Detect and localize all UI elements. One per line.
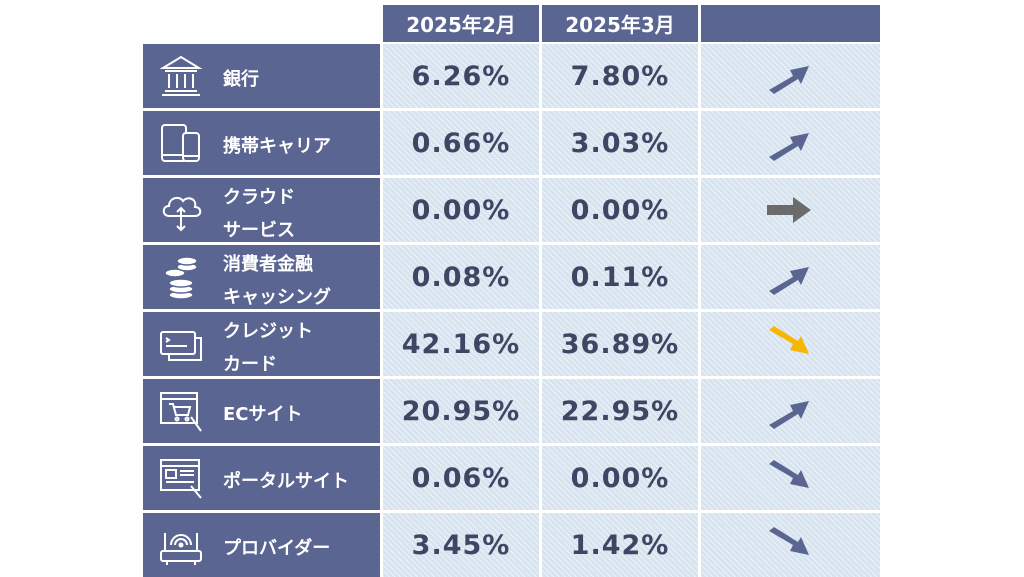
value-feb: 3.45%: [383, 513, 539, 577]
row-label-cell: 消費者金融 キャッシング: [143, 245, 380, 309]
table-row-cloud-service: クラウド サービス 0.00% 0.00%: [143, 178, 880, 242]
arrow-up-right-icon: [769, 267, 809, 295]
value-feb: 42.16%: [383, 312, 539, 376]
cloud-icon: [157, 186, 205, 234]
row-label-cell: クラウド サービス: [143, 178, 380, 242]
trend-cell: [701, 245, 880, 309]
trend-cell: [701, 44, 880, 108]
table-row-bank: 銀行 6.26% 7.80%: [143, 44, 880, 108]
header-mar-2025: 2025年3月: [542, 5, 698, 42]
value-mar: 22.95%: [542, 379, 698, 443]
value-feb: 0.08%: [383, 245, 539, 309]
value-mar: 1.42%: [542, 513, 698, 577]
row-label-line1: クラウド: [223, 187, 295, 208]
arrow-down-right-icon: [769, 527, 809, 555]
trend-cell: [701, 312, 880, 376]
row-label: プロバイダー: [223, 538, 331, 559]
portal-site-icon: [157, 454, 205, 502]
row-label-cell: 携帯キャリア: [143, 111, 380, 175]
trend-cell: [701, 446, 880, 510]
trend-cell: [701, 513, 880, 577]
header-feb-2025: 2025年2月: [383, 5, 539, 42]
arrow-down-right-icon: [769, 460, 809, 488]
row-label-line1: クレジット: [223, 321, 313, 342]
coins-icon: [157, 253, 205, 301]
bank-icon: [157, 52, 205, 100]
arrow-down-right-icon: [769, 326, 809, 354]
trend-cell: [701, 379, 880, 443]
value-mar: 0.11%: [542, 245, 698, 309]
arrow-up-right-icon: [769, 66, 809, 94]
router-icon: [157, 521, 205, 569]
row-label-cell: ECサイト: [143, 379, 380, 443]
value-mar: 0.00%: [542, 178, 698, 242]
row-label: 銀行: [223, 69, 259, 90]
row-label: ECサイト: [223, 404, 303, 425]
value-feb: 0.66%: [383, 111, 539, 175]
value-mar: 3.03%: [542, 111, 698, 175]
table-row-provider: プロバイダー 3.45% 1.42%: [143, 513, 880, 577]
table-row-credit-card: クレジット カード 42.16% 36.89%: [143, 312, 880, 376]
table-row-mobile-carrier: 携帯キャリア 0.66% 3.03%: [143, 111, 880, 175]
table-row-consumer-finance: 消費者金融 キャッシング 0.08% 0.11%: [143, 245, 880, 309]
arrow-up-right-icon: [769, 133, 809, 161]
row-label-cell: 銀行: [143, 44, 380, 108]
mobile-devices-icon: [157, 119, 205, 167]
credit-card-icon: [157, 320, 205, 368]
value-feb: 20.95%: [383, 379, 539, 443]
row-label: ポータルサイト: [223, 471, 349, 492]
row-label-line2: カード: [223, 354, 277, 375]
row-label-cell: クレジット カード: [143, 312, 380, 376]
value-mar: 36.89%: [542, 312, 698, 376]
value-feb: 0.06%: [383, 446, 539, 510]
arrow-up-right-icon: [769, 401, 809, 429]
row-label-line1: 消費者金融: [223, 254, 313, 275]
shopping-cart-icon: [157, 387, 205, 435]
row-label-line2: キャッシング: [223, 287, 331, 308]
trend-cell: [701, 111, 880, 175]
table-row-portal-site: ポータルサイト 0.06% 0.00%: [143, 446, 880, 510]
comparison-table: 2025年2月 2025年3月 銀行 6.26% 7.80%: [143, 5, 880, 577]
arrow-right-icon: [767, 197, 811, 223]
value-feb: 6.26%: [383, 44, 539, 108]
trend-cell: [701, 178, 880, 242]
table-row-ec-site: ECサイト 20.95% 22.95%: [143, 379, 880, 443]
row-label-line2: サービス: [223, 220, 295, 241]
row-label: 携帯キャリア: [223, 136, 331, 157]
value-mar: 0.00%: [542, 446, 698, 510]
header-trend: [701, 5, 880, 42]
row-label-cell: ポータルサイト: [143, 446, 380, 510]
row-label-cell: プロバイダー: [143, 513, 380, 577]
value-mar: 7.80%: [542, 44, 698, 108]
value-feb: 0.00%: [383, 178, 539, 242]
